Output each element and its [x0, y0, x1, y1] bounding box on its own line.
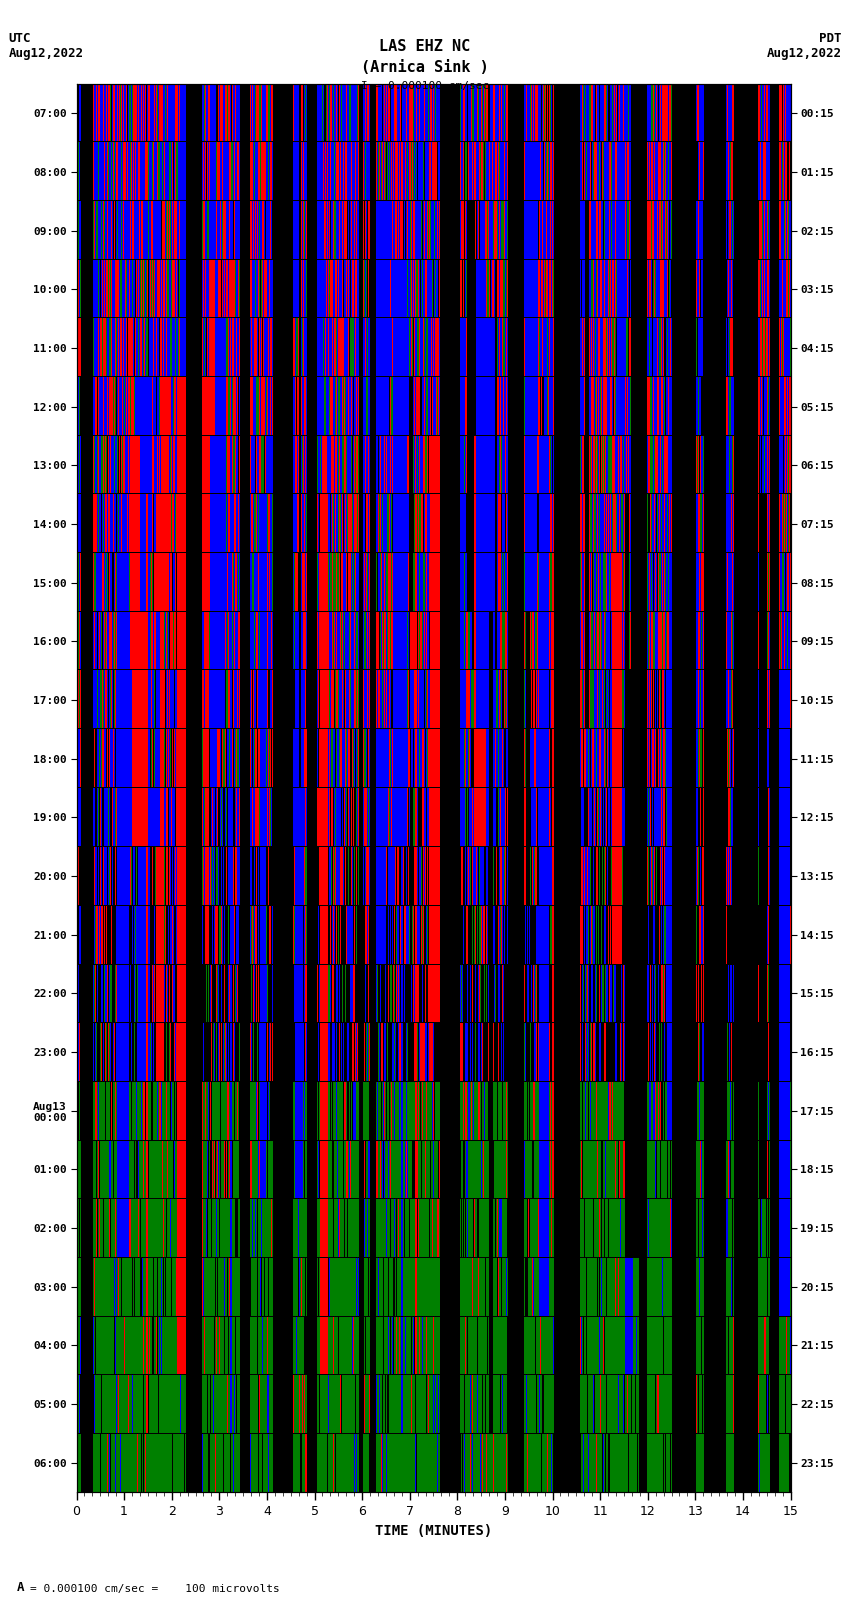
- Text: LAS EHZ NC: LAS EHZ NC: [379, 39, 471, 53]
- Text: = 0.000100 cm/sec =    100 microvolts: = 0.000100 cm/sec = 100 microvolts: [30, 1584, 280, 1594]
- X-axis label: TIME (MINUTES): TIME (MINUTES): [375, 1524, 492, 1537]
- Text: UTC
Aug12,2022: UTC Aug12,2022: [8, 32, 83, 60]
- Text: (Arnica Sink ): (Arnica Sink ): [361, 60, 489, 74]
- Text: A: A: [17, 1581, 25, 1594]
- Text: I = 0.000100 cm/sec: I = 0.000100 cm/sec: [361, 81, 489, 90]
- Text: PDT
Aug12,2022: PDT Aug12,2022: [767, 32, 842, 60]
